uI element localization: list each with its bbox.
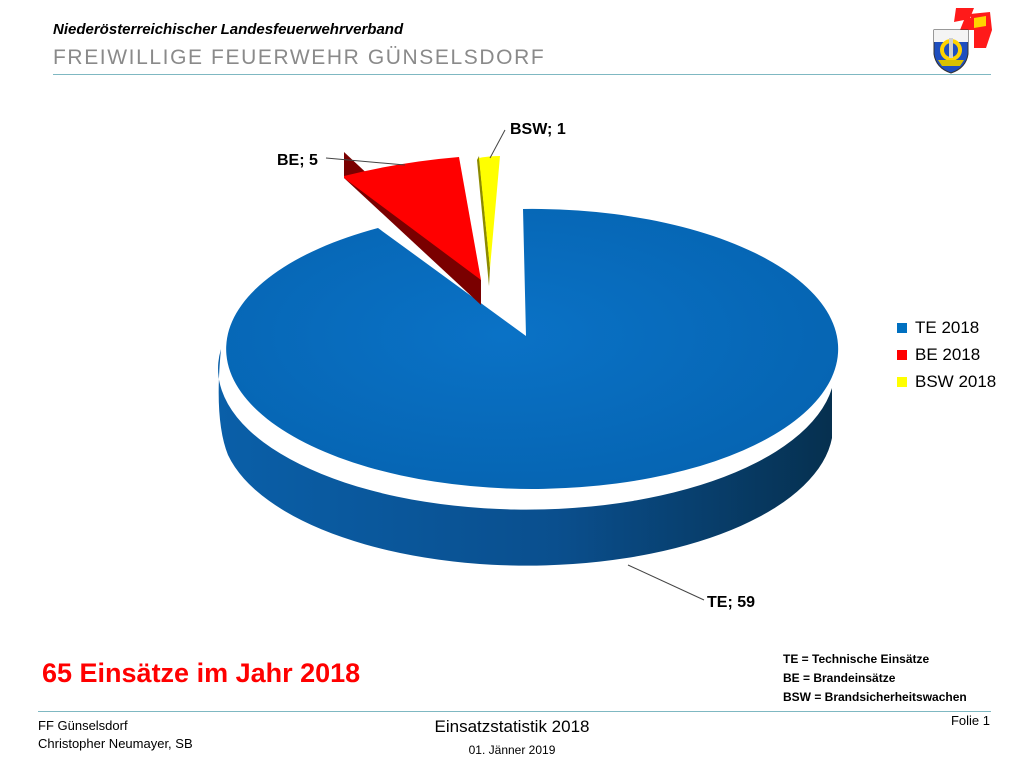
leader-line-te (627, 564, 705, 601)
legend-swatch-bsw (897, 376, 907, 387)
legend-item-te: TE 2018 (897, 314, 1015, 341)
pie-slice-te (226, 208, 839, 489)
pie-slice-be (344, 157, 481, 280)
legend-label-be: BE 2018 (915, 344, 981, 364)
coat-of-arms-logo (933, 8, 992, 74)
footer-organization: FF Günselsdorf (38, 718, 128, 733)
pie-slice-bsw (479, 156, 500, 268)
summary-headline: 65 Einsätze im Jahr 2018 (42, 658, 361, 688)
abbreviation-be: BE = Brandeinsätze (783, 671, 896, 685)
abbreviation-list: TE = Technische Einsätze BE = Brandeinsä… (783, 650, 967, 707)
abbreviation-bsw: BSW = Brandsicherheitswachen (783, 690, 967, 704)
legend-item-bsw: BSW 2018 (897, 368, 1015, 395)
legend-label-bsw: BSW 2018 (915, 371, 997, 391)
legend-label-te: TE 2018 (915, 317, 980, 337)
abbreviation-te: TE = Technische Einsätze (783, 652, 930, 666)
leader-line-be (325, 157, 406, 166)
organization-title: Niederösterreichischer Landesfeuerwehrve… (53, 21, 404, 38)
legend-swatch-te (897, 322, 907, 333)
legend-item-be: BE 2018 (897, 341, 1015, 368)
data-label-be: BE; 5 (277, 152, 318, 169)
chart-legend: TE 2018 BE 2018 BSW 2018 (897, 314, 1015, 395)
legend-swatch-be (897, 349, 907, 360)
slide-number: Folie 1 (950, 713, 990, 728)
footer-author: Christopher Neumayer, SB (38, 736, 193, 751)
fire-department-title: FREIWILLIGE FEUERWEHR GÜNSELSDORF (53, 46, 546, 69)
pie-slice-te-side (218, 349, 832, 566)
data-label-te: TE; 59 (707, 594, 755, 611)
leader-line-bsw (489, 129, 506, 159)
pie-slice-bsw-side (477, 156, 490, 286)
footer-title: Einsatzstatistik 2018 (434, 717, 590, 736)
header-divider (53, 74, 991, 75)
data-label-bsw: BSW; 1 (510, 121, 566, 138)
footer-date: 01. Jänner 2019 (468, 743, 556, 757)
footer-divider (38, 711, 991, 712)
